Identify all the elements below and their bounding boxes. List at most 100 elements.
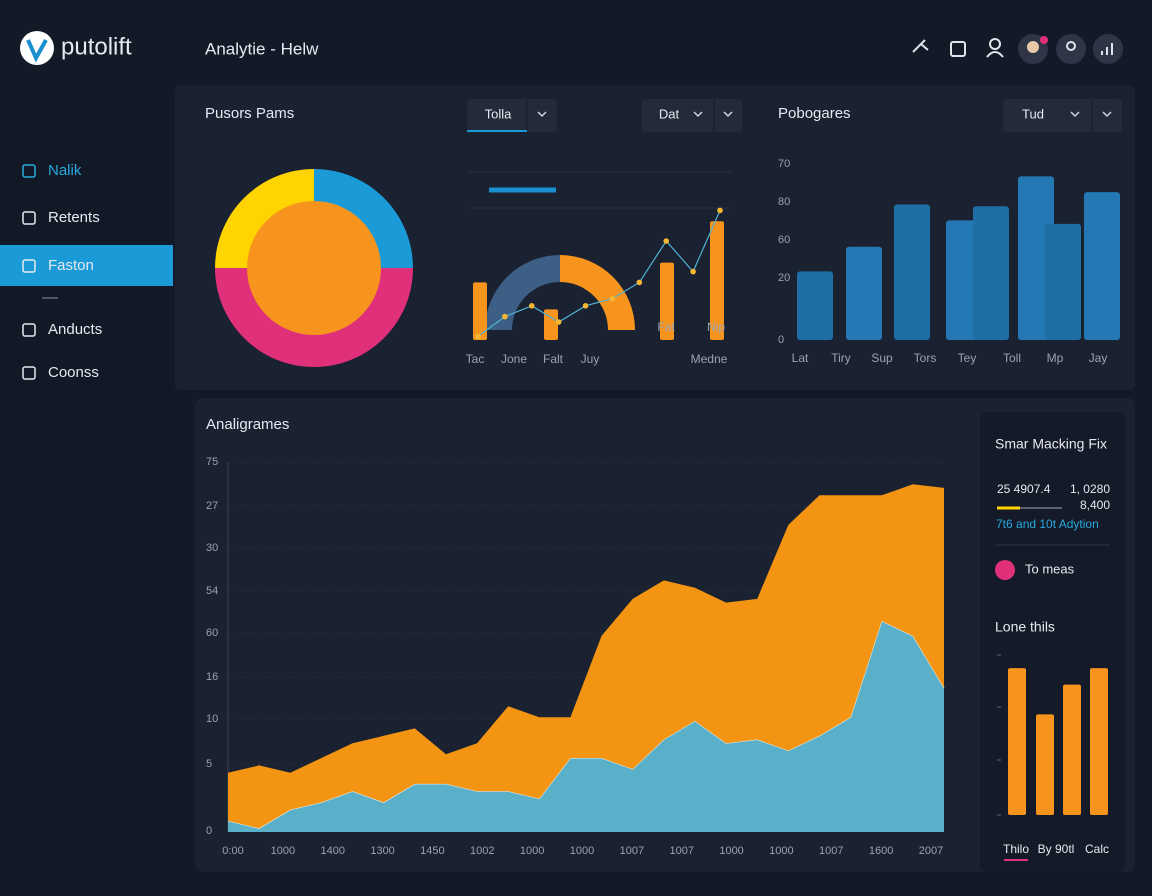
card-title: Smar Macking Fix (995, 436, 1107, 452)
nav-item[interactable]: Anducts (48, 321, 102, 338)
x-tick-label: 1600 (869, 845, 893, 857)
x-tick-label: 1007 (819, 845, 843, 857)
x-tick-label: Tac (466, 352, 485, 366)
legend-label: To meas (1025, 561, 1075, 576)
sidebar (0, 85, 172, 896)
stat: 1, 0280 (1070, 482, 1110, 496)
bar (660, 262, 674, 340)
line-point (555, 319, 562, 325)
bar (846, 246, 882, 340)
user-icon-body[interactable] (986, 51, 1004, 58)
bar (1036, 714, 1054, 815)
x-tick-label: 1000 (520, 845, 544, 857)
bar (544, 309, 558, 340)
bar (1084, 192, 1120, 340)
line-point (475, 333, 481, 340)
chevrons (537, 111, 1112, 118)
bar (973, 206, 1009, 340)
nav-icon[interactable] (22, 323, 36, 337)
page-title: Analytie - Helw (205, 39, 319, 58)
nav-icon[interactable] (22, 259, 36, 273)
x-tick-label: 1007 (620, 845, 644, 857)
y-tick-label: 60 (778, 234, 790, 246)
dropdown[interactable] (1003, 99, 1122, 132)
x-tick-label: 1000 (769, 845, 793, 857)
y-tick-label: 70 (778, 158, 790, 170)
x-tick-label: 1000 (719, 845, 743, 857)
nav-item[interactable]: Faston (48, 257, 94, 274)
x-tick-label: By 90tl (1038, 842, 1075, 856)
box-icon[interactable] (950, 41, 966, 57)
x-tick-label: 1002 (470, 845, 494, 857)
x-tick-label: Mp (1047, 351, 1064, 365)
bar-label: Nip (707, 320, 725, 334)
x-tick-label: Falt (543, 352, 564, 366)
nav-icon[interactable] (22, 366, 36, 380)
header-icons[interactable] (912, 38, 1004, 58)
bar (710, 221, 724, 340)
y-tick-label: 5 (206, 758, 212, 770)
stat: 8,400 (1080, 498, 1110, 512)
active-item-bg (0, 245, 173, 286)
panel-title: Pobogares (778, 105, 851, 122)
logo-text: putolift (61, 33, 132, 60)
bar (1008, 668, 1026, 815)
profile-icon (1066, 41, 1076, 51)
panel-title: Analigrames (206, 416, 289, 433)
nav-icon[interactable] (22, 164, 36, 178)
note: 7t6 and 10t Adytion (996, 517, 1099, 531)
dropdown[interactable] (467, 99, 557, 132)
x-tick-label: 1300 (370, 845, 394, 857)
x-tick-label: 2007 (919, 845, 943, 857)
dropdown[interactable] (642, 99, 742, 132)
line-point (717, 207, 723, 214)
bar (473, 282, 487, 340)
x-tick-label: Juy (581, 352, 600, 366)
y-tick-label: 20 (778, 272, 790, 284)
nav-icon[interactable] (22, 211, 36, 225)
line-point (636, 279, 643, 286)
dropdown-label[interactable]: Dat (659, 106, 680, 121)
bar-label: Fat (657, 320, 675, 334)
nav-item[interactable]: Retents (48, 209, 100, 226)
y-tick-label: 0 (778, 334, 784, 346)
bar (1045, 223, 1081, 340)
dropdown-label[interactable]: Tud (1022, 106, 1044, 121)
y-tick-label: 27 (206, 500, 218, 512)
line-point (690, 268, 696, 275)
x-tick-label: Tey (958, 351, 977, 365)
x-tick-label: 0:00 (222, 845, 243, 857)
line (477, 210, 721, 337)
x-tick-label: 1000 (271, 845, 295, 857)
area (228, 621, 944, 832)
gauge-segment (560, 255, 635, 330)
stat: 25 4907.4 (997, 482, 1051, 496)
y-tick-label: 30 (206, 542, 218, 554)
logo-mark (26, 39, 48, 63)
x-tick-label: Medne (691, 352, 728, 366)
panel-title: Pusors Pams (205, 105, 294, 122)
x-tick-label: 1000 (570, 845, 594, 857)
line-point (609, 295, 616, 302)
line-point (528, 303, 535, 309)
bar (1063, 684, 1081, 815)
y-tick-label: 80 (778, 196, 790, 208)
y-tick-label: 54 (206, 585, 218, 597)
user-icon[interactable] (989, 38, 1001, 50)
x-tick-label: Lat (792, 351, 809, 365)
x-tick-label: 1450 (420, 845, 444, 857)
y-tick-label: 10 (206, 713, 218, 725)
dropdown-label[interactable]: Tolla (485, 106, 513, 121)
nav-item[interactable]: Coonss (48, 364, 99, 381)
line-point (663, 238, 670, 244)
nav-item[interactable]: Nalik (48, 162, 82, 179)
logo-icon (20, 31, 54, 65)
share-icon[interactable] (912, 39, 929, 53)
bar (894, 204, 930, 340)
area (228, 484, 944, 829)
x-tick-label: Tors (914, 351, 937, 365)
donut-center (247, 201, 381, 335)
chart-title: Lone thils (995, 619, 1055, 635)
y-tick-label: 75 (206, 456, 218, 468)
